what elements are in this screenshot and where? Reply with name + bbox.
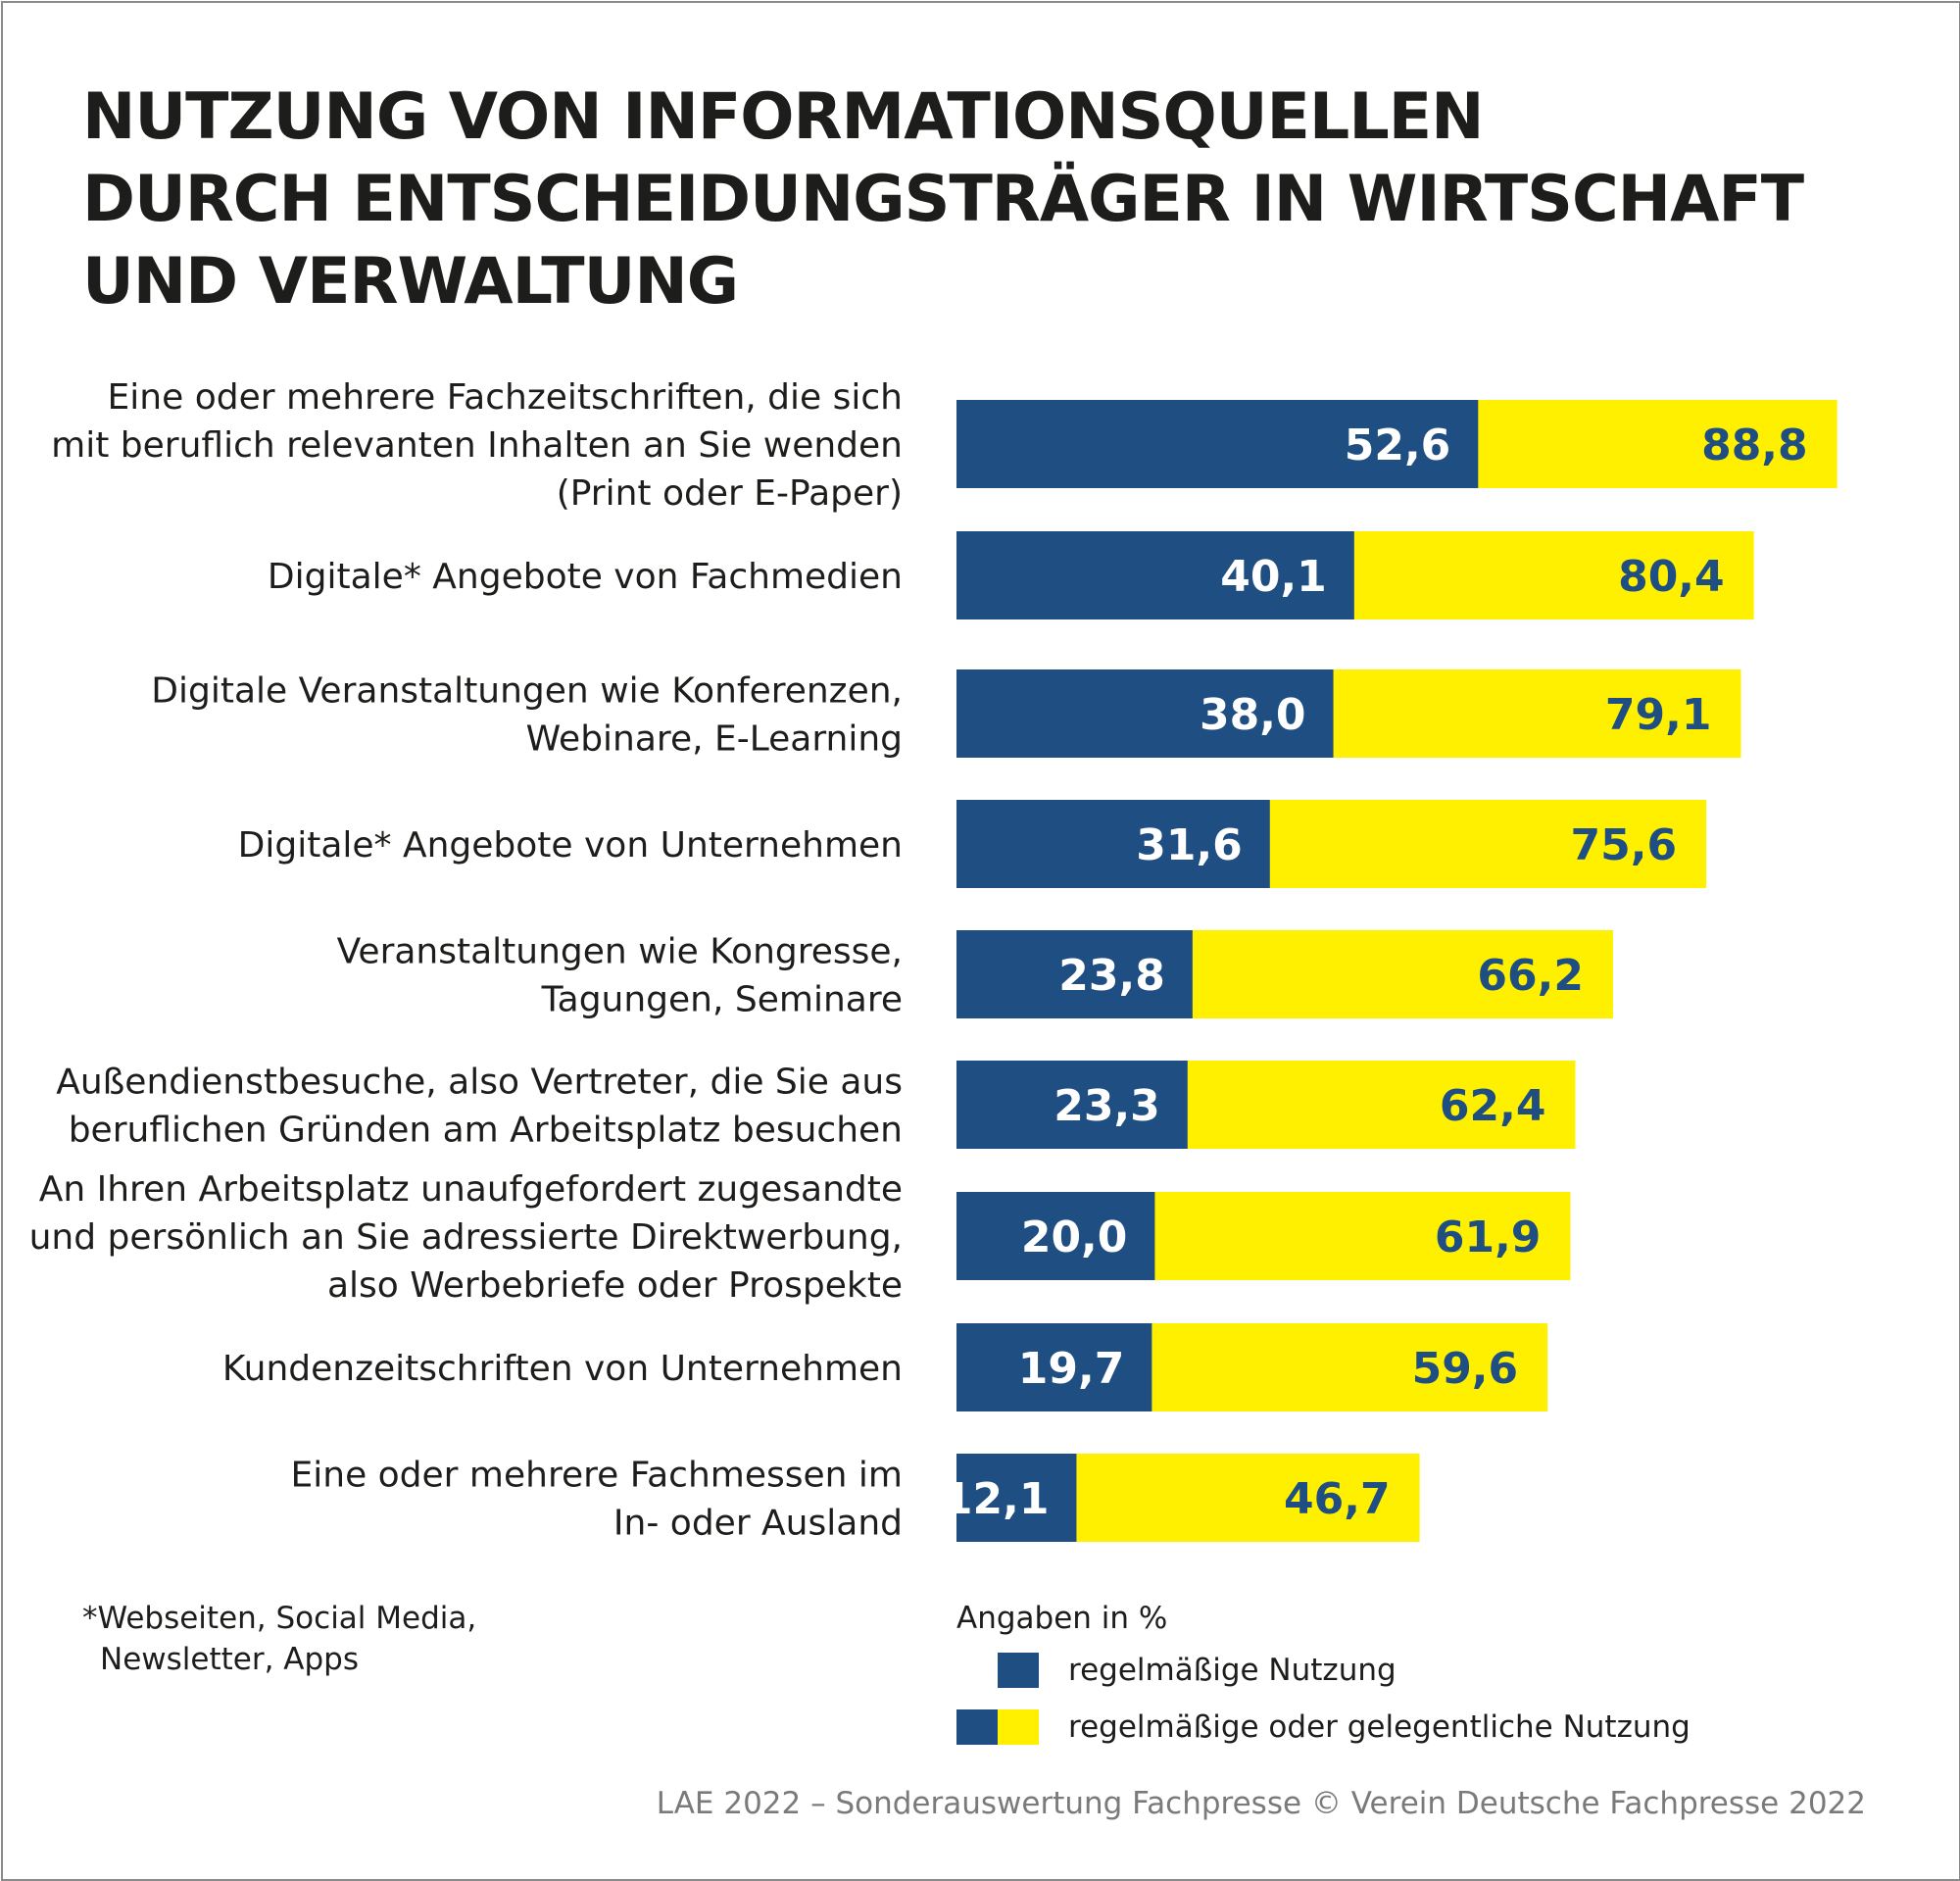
value-label-regular: 20,0 bbox=[1021, 1213, 1128, 1262]
legend-item-regular: regelmäßige Nutzung bbox=[956, 1653, 1396, 1688]
source-note: LAE 2022 – Sonderauswertung Fachpresse ©… bbox=[656, 1786, 1866, 1821]
value-label-regular: 19,7 bbox=[1018, 1344, 1125, 1394]
value-label-regular: 23,3 bbox=[1054, 1081, 1160, 1131]
value-label-regular: 23,8 bbox=[1058, 951, 1165, 1001]
title-line: NUTZUNG VON INFORMATIONSQUELLEN bbox=[82, 80, 1485, 154]
title-line: UND VERWALTUNG bbox=[82, 245, 739, 319]
value-label-combined: 88,8 bbox=[1701, 421, 1808, 470]
value-label-combined: 66,2 bbox=[1477, 951, 1584, 1001]
value-label-combined: 62,4 bbox=[1440, 1081, 1546, 1131]
legend-label-regular: regelmäßige Nutzung bbox=[1068, 1653, 1396, 1688]
legend-swatch-combined bbox=[956, 1709, 1039, 1745]
category-label: Digitale* Angebote von Fachmedien bbox=[268, 557, 903, 597]
value-label-combined: 59,6 bbox=[1412, 1344, 1519, 1394]
bar-chart: 52,6 88,8 Eine oder mehrere Fachzeitschrif… bbox=[29, 377, 1838, 1544]
bar-regular bbox=[956, 930, 1193, 1018]
value-label-combined: 79,1 bbox=[1605, 690, 1712, 740]
value-label-regular: 38,0 bbox=[1200, 690, 1306, 740]
legend-swatch-regular bbox=[998, 1653, 1039, 1688]
legend: Angaben in % regelmäßige Nutzung regelmä… bbox=[956, 1598, 1690, 1745]
bar-regular bbox=[956, 800, 1270, 888]
value-label-regular: 40,1 bbox=[1220, 552, 1327, 602]
footnote: *Webseiten, Social Media, Newsletter, Ap… bbox=[82, 1598, 476, 1680]
value-label-combined: 80,4 bbox=[1618, 552, 1725, 602]
footnote-line: Newsletter, Apps bbox=[100, 1642, 359, 1677]
value-label-regular: 12,1 bbox=[943, 1474, 1050, 1524]
title-line: DURCH ENTSCHEIDUNGSTRÄGER IN WIRTSCHAFT bbox=[82, 163, 1804, 236]
category-label: Kundenzeitschriften von Unternehmen bbox=[222, 1349, 903, 1389]
category-label: Digitale Veranstaltungen wie Konferenzen… bbox=[151, 671, 903, 760]
bar-regular bbox=[956, 531, 1354, 619]
category-label: Eine oder mehrere Fachmessen im In- oder … bbox=[291, 1456, 904, 1544]
value-label-combined: 75,6 bbox=[1571, 820, 1678, 870]
bar-regular bbox=[956, 1323, 1152, 1411]
category-label: Digitale* Angebote von Unternehmen bbox=[238, 825, 903, 866]
category-label: An Ihren Arbeitsplatz unaufgefordert zug… bbox=[29, 1169, 903, 1306]
value-label-combined: 61,9 bbox=[1435, 1213, 1542, 1262]
category-label: Eine oder mehrere Fachzeitschriften, die… bbox=[51, 377, 903, 514]
footnote-line: *Webseiten, Social Media, bbox=[82, 1601, 477, 1636]
chart-title: NUTZUNG VON INFORMATIONSQUELLEN DURCH EN… bbox=[82, 76, 1804, 323]
unit-note: Angaben in % bbox=[956, 1601, 1168, 1636]
bar-regular bbox=[956, 1061, 1188, 1149]
value-label-regular: 52,6 bbox=[1345, 421, 1451, 470]
bar-regular bbox=[956, 1454, 1077, 1542]
bar-regular bbox=[956, 1192, 1155, 1280]
legend-item-combined: regelmäßige oder gelegentliche Nutzung bbox=[956, 1709, 1690, 1745]
category-label: Außendienstbesuche, also Vertreter, die … bbox=[56, 1063, 903, 1151]
bar-regular bbox=[956, 669, 1334, 758]
legend-label-combined: regelmäßige oder gelegentliche Nutzung bbox=[1068, 1709, 1690, 1745]
value-label-combined: 46,7 bbox=[1284, 1474, 1391, 1524]
category-label: Veranstaltungen wie Kongresse, Tagungen, … bbox=[337, 932, 903, 1020]
bar-regular bbox=[956, 400, 1479, 488]
value-label-regular: 31,6 bbox=[1136, 820, 1243, 870]
